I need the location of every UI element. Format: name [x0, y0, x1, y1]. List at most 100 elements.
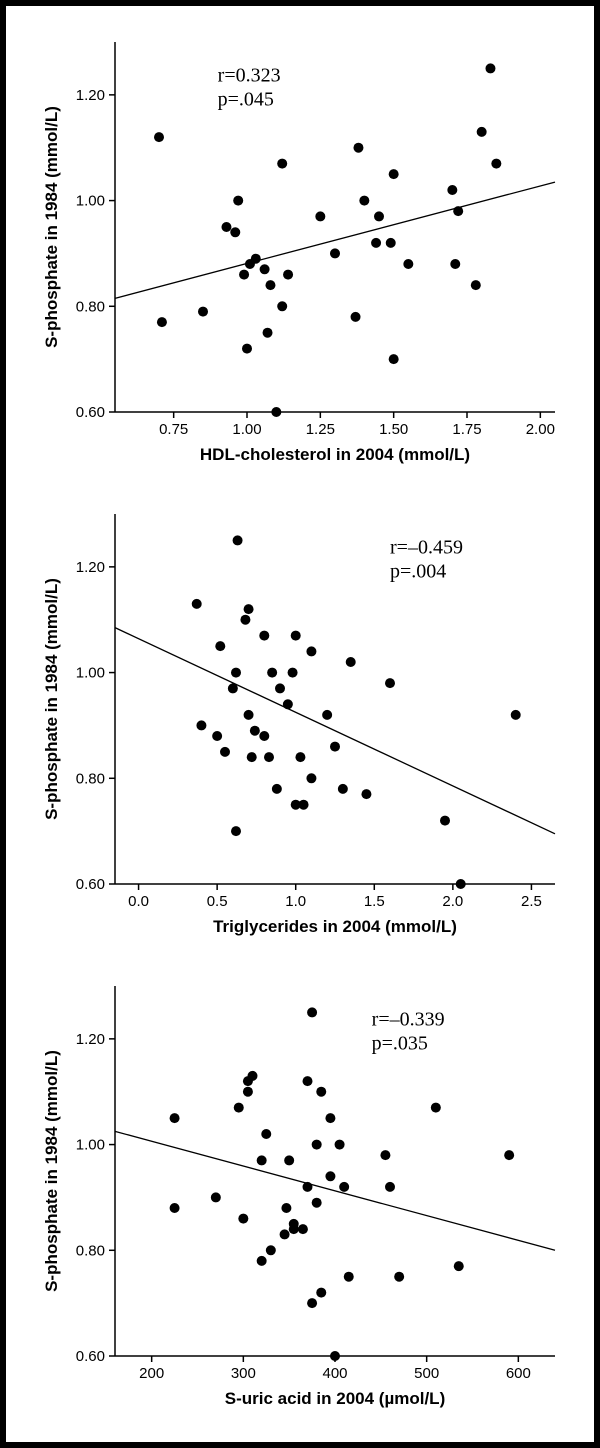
- data-point: [299, 800, 309, 810]
- data-point: [312, 1198, 322, 1208]
- data-point: [244, 710, 254, 720]
- regression-line: [115, 628, 555, 834]
- data-point: [259, 731, 269, 741]
- svg-text:2.0: 2.0: [442, 893, 463, 910]
- svg-text:1.00: 1.00: [76, 665, 105, 682]
- svg-text:1.00: 1.00: [232, 421, 261, 438]
- svg-text:1.75: 1.75: [452, 421, 481, 438]
- data-point: [267, 668, 277, 678]
- data-point: [316, 1288, 326, 1298]
- data-point: [263, 328, 273, 338]
- scatter-panel-trig: 0.600.801.001.200.00.51.01.52.02.5Trigly…: [30, 499, 570, 949]
- data-point: [257, 1256, 267, 1266]
- data-point: [247, 752, 257, 762]
- svg-text:1.25: 1.25: [306, 421, 335, 438]
- svg-text:1.50: 1.50: [379, 421, 408, 438]
- data-point: [491, 159, 501, 169]
- svg-text:500: 500: [414, 1365, 439, 1382]
- svg-text:0.80: 0.80: [76, 1242, 105, 1259]
- data-point: [511, 710, 521, 720]
- data-point: [266, 1245, 276, 1255]
- svg-text:1.20: 1.20: [76, 1031, 105, 1048]
- svg-text:1.20: 1.20: [76, 559, 105, 576]
- scatter-panel-uric: 0.600.801.001.20200300400500600S-uric ac…: [30, 971, 570, 1421]
- data-point: [220, 747, 230, 757]
- data-point: [261, 1129, 271, 1139]
- data-point: [298, 1224, 308, 1234]
- data-point: [234, 1103, 244, 1113]
- data-point: [359, 196, 369, 206]
- data-point: [339, 1182, 349, 1192]
- svg-text:1.0: 1.0: [285, 893, 306, 910]
- svg-text:0.75: 0.75: [159, 421, 188, 438]
- data-point: [231, 668, 241, 678]
- svg-text:200: 200: [139, 1365, 164, 1382]
- data-point: [281, 1203, 291, 1213]
- svg-text:2.5: 2.5: [521, 893, 542, 910]
- scatter-panel-hdl: 0.600.801.001.200.751.001.251.501.752.00…: [30, 27, 570, 477]
- data-point: [215, 641, 225, 651]
- data-point: [312, 1140, 322, 1150]
- y-axis-label: S-phosphate in 1984 (mmol/L): [42, 106, 61, 348]
- data-point: [389, 354, 399, 364]
- svg-text:1.20: 1.20: [76, 87, 105, 104]
- svg-text:400: 400: [322, 1365, 347, 1382]
- data-point: [288, 668, 298, 678]
- svg-text:0.60: 0.60: [76, 876, 105, 893]
- data-point: [403, 259, 413, 269]
- data-point: [283, 699, 293, 709]
- data-point: [239, 270, 249, 280]
- data-point: [386, 238, 396, 248]
- data-point: [454, 1261, 464, 1271]
- svg-text:0.80: 0.80: [76, 298, 105, 315]
- data-point: [265, 280, 275, 290]
- data-point: [264, 752, 274, 762]
- data-point: [477, 127, 487, 137]
- data-point: [330, 248, 340, 258]
- correlation-r-text: r=–0.459: [390, 537, 463, 559]
- y-axis-label: S-phosphate in 1984 (mmol/L): [42, 578, 61, 820]
- data-point: [260, 264, 270, 274]
- data-point: [374, 211, 384, 221]
- data-point: [385, 1182, 395, 1192]
- data-point: [306, 773, 316, 783]
- data-point: [271, 407, 281, 417]
- data-point: [335, 1140, 345, 1150]
- x-axis-label: Triglycerides in 2004 (mmol/L): [213, 917, 457, 936]
- data-point: [346, 657, 356, 667]
- svg-text:0.5: 0.5: [207, 893, 228, 910]
- data-point: [221, 222, 231, 232]
- svg-text:1.00: 1.00: [76, 193, 105, 210]
- svg-text:0.80: 0.80: [76, 770, 105, 787]
- data-point: [504, 1150, 514, 1160]
- svg-text:600: 600: [506, 1365, 531, 1382]
- svg-text:0.0: 0.0: [128, 893, 149, 910]
- correlation-r-text: r=–0.339: [372, 1009, 445, 1031]
- data-point: [196, 720, 206, 730]
- data-point: [385, 678, 395, 688]
- data-point: [157, 317, 167, 327]
- data-point: [330, 742, 340, 752]
- data-point: [240, 615, 250, 625]
- data-point: [277, 301, 287, 311]
- data-point: [289, 1224, 299, 1234]
- data-point: [361, 789, 371, 799]
- data-point: [344, 1272, 354, 1282]
- data-point: [283, 270, 293, 280]
- p-value-text: p=.035: [372, 1033, 428, 1055]
- data-point: [303, 1182, 313, 1192]
- data-point: [251, 254, 261, 264]
- x-axis-label: HDL-cholesterol in 2004 (mmol/L): [200, 445, 470, 464]
- svg-text:300: 300: [231, 1365, 256, 1382]
- svg-text:0.60: 0.60: [76, 1348, 105, 1365]
- svg-text:0.60: 0.60: [76, 404, 105, 421]
- data-point: [259, 631, 269, 641]
- data-point: [307, 1007, 317, 1017]
- data-point: [272, 784, 282, 794]
- data-point: [440, 816, 450, 826]
- data-point: [330, 1351, 340, 1361]
- data-point: [228, 683, 238, 693]
- data-point: [211, 1192, 221, 1202]
- y-axis-label: S-phosphate in 1984 (mmol/L): [42, 1050, 61, 1292]
- data-point: [295, 752, 305, 762]
